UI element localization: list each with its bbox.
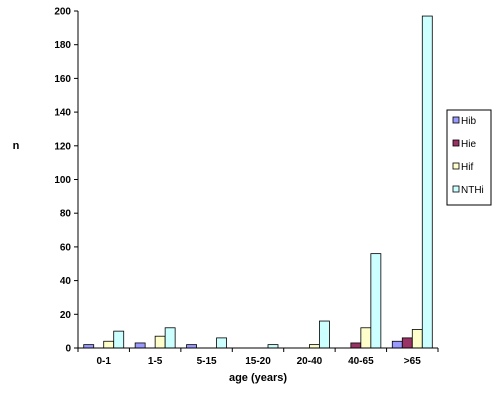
legend-swatch — [452, 116, 460, 124]
bar-nthi-3 — [267, 344, 279, 349]
y-tick-label: 80 — [60, 209, 72, 220]
y-tick-label: 60 — [60, 242, 72, 253]
y-tick-label: 200 — [54, 7, 71, 18]
legend-label: Hif — [461, 162, 473, 173]
x-ticks: 0-1 1-5 5-15 15-20 20-40 40-65 >65 — [77, 348, 439, 367]
bar-hib-0 — [83, 344, 95, 349]
bars-layer — [83, 15, 433, 349]
bar-hie-5 — [350, 342, 362, 349]
bar-hib-6 — [391, 340, 403, 349]
bar-nthi-6 — [421, 15, 433, 349]
y-tick-label: 160 — [54, 74, 71, 85]
y-tick-label: 0 — [65, 344, 71, 355]
legend-label: Hib — [461, 116, 476, 127]
y-tick-label: 140 — [54, 108, 71, 119]
x-tick-label: >65 — [404, 356, 421, 367]
x-tick-label: 0-1 — [96, 356, 111, 367]
y-tick-label: 20 — [60, 310, 72, 321]
y-tick-label: 100 — [54, 175, 71, 186]
bar-nthi-0 — [113, 330, 125, 349]
y-ticks: 0 20 40 60 80 100 120 140 160 180 200 — [54, 7, 78, 355]
bar-nthi-4 — [319, 320, 330, 349]
bar-hib-1 — [134, 342, 146, 349]
legend-swatch — [452, 185, 460, 193]
y-tick-label: 120 — [54, 141, 71, 152]
bar-nthi-1 — [164, 327, 176, 349]
y-axis-title: n — [13, 140, 20, 152]
x-tick-label: 1-5 — [148, 356, 163, 367]
axes-layer — [77, 11, 438, 349]
legend-label: Hie — [461, 139, 476, 150]
x-tick-label: 40-65 — [348, 356, 374, 367]
legend: Hib Hie Hif NTHi — [446, 109, 492, 206]
x-tick-label: 20-40 — [297, 356, 323, 367]
x-axis-title: age (years) — [229, 372, 287, 384]
x-tick-label: 15-20 — [245, 356, 271, 367]
bar-hif-0 — [103, 340, 115, 349]
bar-hif-6 — [411, 329, 423, 349]
y-tick-label: 40 — [60, 276, 72, 287]
bar-hif-5 — [360, 327, 372, 349]
bar-hie-6 — [401, 337, 413, 349]
bar-hif-4 — [309, 344, 320, 349]
y-tick-label: 180 — [54, 40, 71, 51]
legend-swatch — [452, 139, 460, 147]
bar-nthi-2 — [216, 337, 227, 349]
x-tick-label: 5-15 — [197, 356, 217, 367]
legend-label: NTHi — [461, 185, 484, 196]
bar-hif-1 — [154, 335, 166, 349]
bar-nthi-5 — [370, 253, 382, 349]
legend-swatch — [452, 162, 460, 170]
bar-hib-2 — [186, 344, 197, 349]
